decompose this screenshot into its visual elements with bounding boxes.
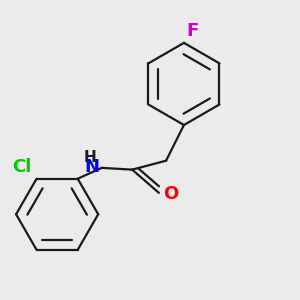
Text: H: H — [84, 150, 97, 165]
Text: Cl: Cl — [12, 158, 31, 176]
Text: F: F — [187, 22, 199, 40]
Text: N: N — [84, 158, 99, 176]
Text: O: O — [163, 184, 178, 202]
